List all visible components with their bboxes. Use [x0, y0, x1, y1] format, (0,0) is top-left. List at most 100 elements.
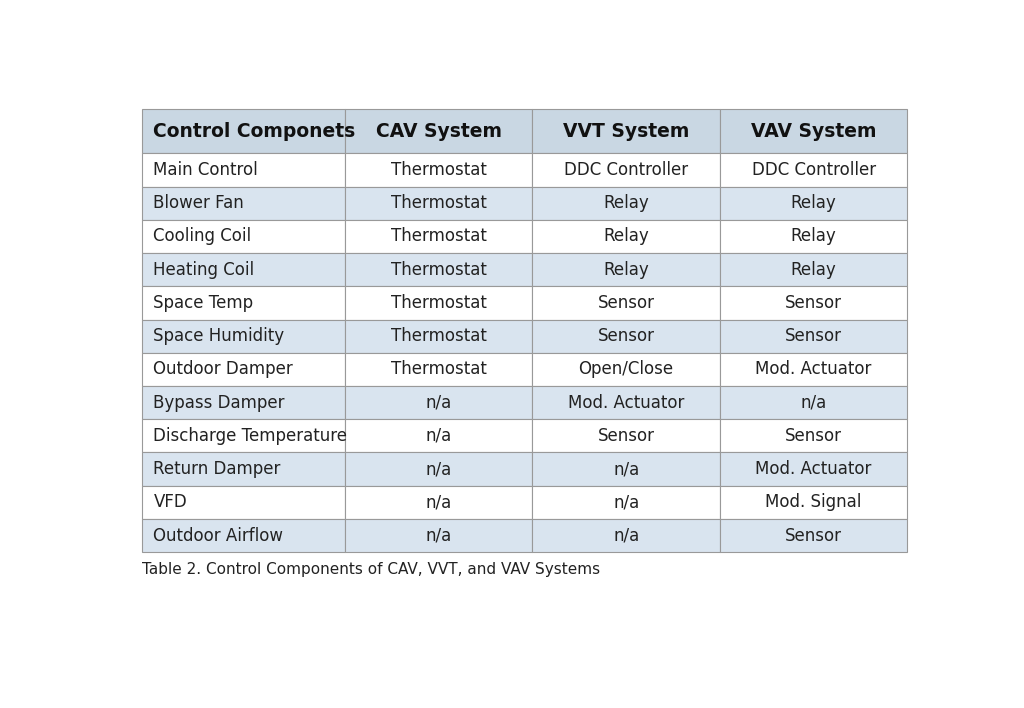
Bar	[532, 286, 720, 319]
Text: CAV System: CAV System	[376, 122, 502, 141]
Text: Sensor: Sensor	[598, 294, 654, 312]
Text: Space Temp: Space Temp	[154, 294, 254, 312]
Text: Mod. Signal: Mod. Signal	[765, 493, 862, 511]
Bar	[532, 187, 720, 220]
Bar	[345, 386, 532, 419]
Text: Blower Fan: Blower Fan	[154, 194, 244, 212]
Bar	[532, 253, 720, 286]
Bar	[345, 110, 532, 154]
Text: n/a: n/a	[426, 493, 452, 511]
Bar	[345, 154, 532, 187]
Bar	[345, 319, 532, 353]
Text: Heating Coil: Heating Coil	[154, 261, 255, 279]
Bar	[720, 187, 907, 220]
Text: Control Componets: Control Componets	[154, 122, 355, 141]
Text: Table 2. Control Components of CAV, VVT, and VAV Systems: Table 2. Control Components of CAV, VVT,…	[142, 562, 600, 577]
Text: Main Control: Main Control	[154, 161, 258, 179]
Bar	[720, 253, 907, 286]
Text: VVT System: VVT System	[563, 122, 689, 141]
Bar	[720, 486, 907, 519]
Text: VFD: VFD	[154, 493, 187, 511]
Bar	[720, 154, 907, 187]
Text: Discharge Temperature: Discharge Temperature	[154, 427, 347, 445]
Bar	[142, 419, 345, 452]
Bar	[142, 187, 345, 220]
Bar	[345, 486, 532, 519]
Text: Cooling Coil: Cooling Coil	[154, 227, 252, 246]
Text: Space Humidity: Space Humidity	[154, 327, 285, 346]
Text: Outdoor Damper: Outdoor Damper	[154, 360, 293, 378]
Bar	[532, 386, 720, 419]
Text: Relay: Relay	[791, 227, 837, 246]
Bar	[532, 486, 720, 519]
Bar	[532, 452, 720, 486]
Text: n/a: n/a	[613, 460, 639, 478]
Text: Thermostat: Thermostat	[391, 327, 486, 346]
Text: n/a: n/a	[613, 527, 639, 544]
Bar	[532, 110, 720, 154]
Text: Sensor: Sensor	[785, 327, 842, 346]
Bar	[720, 386, 907, 419]
Text: Sensor: Sensor	[598, 427, 654, 445]
Bar	[345, 187, 532, 220]
Bar	[345, 452, 532, 486]
Text: Open/Close: Open/Close	[579, 360, 674, 378]
Bar	[720, 319, 907, 353]
Bar	[142, 452, 345, 486]
Bar	[720, 419, 907, 452]
Text: Mod. Actuator: Mod. Actuator	[568, 394, 684, 411]
Bar	[720, 286, 907, 319]
Bar	[142, 286, 345, 319]
Text: Sensor: Sensor	[785, 527, 842, 544]
Text: Return Damper: Return Damper	[154, 460, 281, 478]
Bar	[532, 353, 720, 386]
Text: Mod. Actuator: Mod. Actuator	[756, 360, 871, 378]
Bar	[142, 220, 345, 253]
Bar	[345, 519, 532, 552]
Text: n/a: n/a	[801, 394, 826, 411]
Text: Mod. Actuator: Mod. Actuator	[756, 460, 871, 478]
Bar	[345, 353, 532, 386]
Text: Thermostat: Thermostat	[391, 227, 486, 246]
Text: DDC Controller: DDC Controller	[564, 161, 688, 179]
Bar	[142, 486, 345, 519]
Text: Thermostat: Thermostat	[391, 161, 486, 179]
Text: Relay: Relay	[603, 194, 649, 212]
Bar	[142, 253, 345, 286]
Text: Sensor: Sensor	[785, 427, 842, 445]
Bar	[720, 220, 907, 253]
Text: Sensor: Sensor	[598, 327, 654, 346]
Text: n/a: n/a	[426, 427, 452, 445]
Text: VAV System: VAV System	[751, 122, 877, 141]
Text: Bypass Damper: Bypass Damper	[154, 394, 285, 411]
Bar	[142, 110, 345, 154]
Text: Relay: Relay	[603, 227, 649, 246]
Text: n/a: n/a	[426, 394, 452, 411]
Text: Thermostat: Thermostat	[391, 360, 486, 378]
Text: Sensor: Sensor	[785, 294, 842, 312]
Bar	[532, 220, 720, 253]
Text: Relay: Relay	[603, 261, 649, 279]
Bar	[142, 386, 345, 419]
Bar	[532, 154, 720, 187]
Bar	[345, 286, 532, 319]
Text: Relay: Relay	[791, 261, 837, 279]
Text: Thermostat: Thermostat	[391, 261, 486, 279]
Bar	[720, 519, 907, 552]
Bar	[532, 519, 720, 552]
Text: DDC Controller: DDC Controller	[752, 161, 876, 179]
Text: n/a: n/a	[613, 493, 639, 511]
Bar	[720, 353, 907, 386]
Bar	[142, 154, 345, 187]
Text: n/a: n/a	[426, 460, 452, 478]
Bar	[142, 319, 345, 353]
Text: Thermostat: Thermostat	[391, 294, 486, 312]
Bar	[532, 419, 720, 452]
Text: Outdoor Airflow: Outdoor Airflow	[154, 527, 284, 544]
Bar	[345, 419, 532, 452]
Bar	[720, 452, 907, 486]
Bar	[142, 353, 345, 386]
Bar	[142, 519, 345, 552]
Bar	[532, 319, 720, 353]
Text: n/a: n/a	[426, 527, 452, 544]
